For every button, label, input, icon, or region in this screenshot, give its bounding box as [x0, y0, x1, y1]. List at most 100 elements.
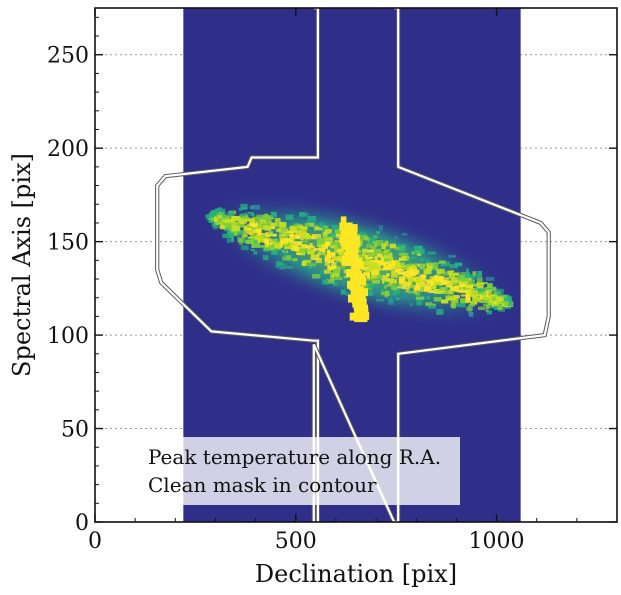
emission-pixel — [508, 300, 512, 305]
emission-pixel — [401, 233, 408, 236]
emission-pixel — [308, 245, 315, 249]
emission-pixel — [259, 245, 267, 248]
emission-pixel — [362, 248, 368, 253]
y-tick-label: 250 — [47, 44, 89, 69]
emission-pixel — [308, 223, 314, 227]
emission-pixel — [324, 258, 329, 262]
emission-pixel — [372, 249, 377, 255]
emission-pixel — [205, 214, 214, 218]
emission-pixel — [485, 306, 489, 312]
emission-pixel — [425, 279, 434, 283]
emission-pixel — [262, 238, 272, 242]
y-axis-label: Spectral Axis [pix] — [8, 153, 36, 377]
emission-pixel — [248, 211, 254, 215]
emission-pixel — [402, 274, 410, 279]
emission-pixel — [253, 250, 258, 255]
emission-pixel — [381, 290, 387, 296]
emission-pixel — [299, 212, 306, 217]
emission-pixel — [338, 252, 346, 256]
emission-pixel — [397, 244, 407, 248]
emission-pixel — [396, 286, 406, 289]
emission-pixel — [394, 236, 398, 239]
emission-pixel — [395, 297, 400, 300]
emission-pixel — [300, 234, 304, 241]
emission-pixel — [285, 214, 294, 220]
emission-pixel — [413, 285, 421, 290]
bright-feature-pixel — [357, 273, 366, 282]
emission-pixel — [430, 264, 438, 270]
emission-pixel — [224, 223, 230, 228]
emission-pixel — [386, 281, 393, 287]
emission-pixel — [364, 290, 374, 296]
emission-pixel — [377, 253, 383, 258]
legend: Peak temperature along R.A. Clean mask i… — [138, 437, 460, 505]
emission-pixel — [398, 252, 406, 256]
emission-pixel — [424, 288, 433, 292]
emission-pixel — [376, 299, 384, 302]
emission-pixel — [231, 215, 240, 221]
emission-pixel — [254, 236, 264, 242]
emission-pixel — [386, 278, 394, 282]
emission-pixel — [227, 219, 236, 223]
emission-pixel — [213, 217, 218, 222]
emission-pixel — [383, 285, 388, 289]
emission-pixel — [465, 293, 471, 299]
emission-pixel — [397, 271, 406, 275]
emission-pixel — [313, 224, 319, 228]
emission-pixel — [422, 282, 430, 288]
emission-pixel — [322, 249, 326, 255]
emission-pixel — [473, 275, 482, 279]
emission-pixel — [480, 294, 484, 300]
emission-pixel — [332, 268, 341, 273]
emission-pixel — [482, 282, 488, 285]
emission-pixel — [308, 265, 313, 269]
emission-pixel — [235, 222, 242, 226]
emission-pixel — [388, 299, 394, 305]
emission-pixel — [396, 264, 403, 268]
emission-pixel — [327, 259, 335, 263]
emission-pixel — [332, 266, 341, 272]
emission-pixel — [395, 268, 404, 272]
legend-background — [138, 437, 460, 505]
emission-pixel — [453, 295, 460, 299]
emission-pixel — [296, 241, 303, 246]
emission-pixel — [440, 263, 445, 267]
emission-pixel — [373, 267, 381, 270]
emission-pixel — [341, 266, 346, 269]
emission-pixel — [220, 217, 229, 220]
emission-pixel — [436, 282, 443, 286]
emission-pixel — [487, 295, 493, 300]
y-tick-label: 0 — [75, 511, 89, 536]
emission-pixel — [470, 301, 476, 306]
emission-pixel — [380, 288, 385, 293]
emission-pixel — [296, 252, 301, 255]
emission-pixel — [419, 263, 425, 270]
emission-pixel — [483, 303, 488, 307]
emission-pixel — [391, 274, 398, 278]
emission-pixel — [317, 252, 322, 256]
emission-pixel — [402, 284, 410, 290]
emission-pixel — [391, 260, 399, 266]
emission-pixel — [254, 219, 263, 222]
emission-pixel — [256, 214, 265, 220]
emission-pixel — [381, 243, 386, 249]
emission-pixel — [492, 299, 500, 305]
emission-pixel — [388, 259, 393, 266]
emission-pixel — [407, 291, 415, 294]
emission-pixel — [383, 252, 390, 256]
emission-pixel — [413, 289, 417, 294]
emission-pixel — [384, 281, 389, 285]
emission-pixel — [280, 227, 287, 233]
emission-pixel — [374, 265, 381, 269]
emission-pixel — [322, 279, 329, 285]
emission-pixel — [468, 304, 475, 307]
emission-pixel — [450, 289, 454, 295]
emission-pixel — [371, 269, 380, 275]
emission-pixel — [264, 216, 270, 220]
emission-pixel — [456, 289, 464, 293]
emission-pixel — [268, 244, 275, 251]
emission-pixel — [416, 299, 423, 306]
emission-pixel — [222, 233, 232, 239]
emission-pixel — [279, 266, 286, 270]
